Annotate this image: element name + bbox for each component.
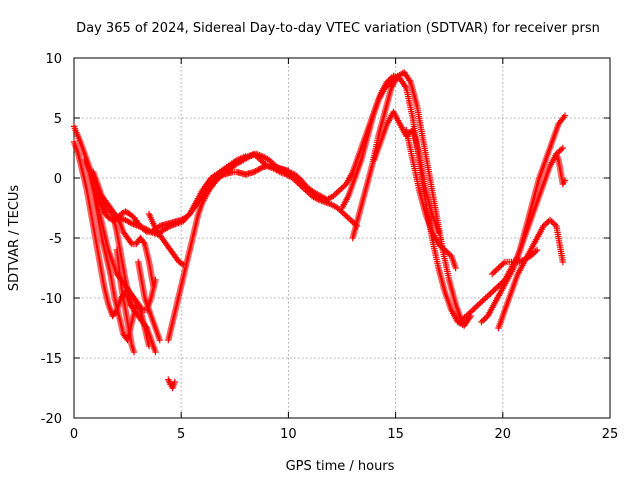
- data-point-markers: [165, 150, 361, 344]
- y-tick-label: 0: [54, 172, 62, 187]
- y-axis-label: SDTVAR / TECUs: [7, 185, 22, 292]
- data-point-markers: [220, 75, 399, 203]
- data-point-markers: [553, 150, 569, 188]
- data-point-markers: [371, 108, 442, 236]
- x-tick-label: 15: [387, 427, 404, 442]
- series-sat-track-v: [553, 150, 569, 188]
- x-tick-label: 0: [70, 427, 78, 442]
- data-point-markers: [135, 258, 163, 344]
- series-sat-track-g: [109, 210, 159, 356]
- data-point-markers: [145, 210, 187, 268]
- series-sat-track-p: [371, 108, 442, 236]
- series-sat-track-s: [478, 112, 569, 326]
- grid: [74, 58, 610, 418]
- x-axis-label: GPS time / hours: [286, 459, 395, 474]
- y-tick-label: -20: [41, 412, 62, 427]
- y-tick-label: 5: [54, 112, 62, 127]
- x-tick-label: 20: [495, 427, 512, 442]
- series-sat-track-t: [495, 216, 567, 332]
- series-sat-track-q: [403, 126, 459, 272]
- axis-tick-labels: 0 5 10 15 20 25 -20 -15 -10 -5 0 5 10: [41, 52, 619, 442]
- series-sat-track-k: [165, 376, 178, 392]
- y-tick-label: -15: [41, 352, 62, 367]
- x-tick-label: 25: [602, 427, 619, 442]
- data-point-markers: [113, 246, 138, 356]
- x-tick-label: 10: [280, 427, 297, 442]
- x-tick-label: 5: [177, 427, 185, 442]
- series-sat-track-i: [135, 258, 163, 344]
- y-tick-label: -5: [49, 232, 62, 247]
- data-point-markers: [403, 126, 459, 272]
- series-sat-track-m: [220, 75, 399, 203]
- data-points: [70, 69, 569, 392]
- y-tick-label: -10: [41, 292, 62, 307]
- axis-ticks: [73, 57, 611, 419]
- data-point-markers: [488, 246, 541, 278]
- data-point-markers: [165, 376, 178, 392]
- chart-title: Day 365 of 2024, Sidereal Day-to-day VTE…: [76, 21, 600, 36]
- series-sat-track-h: [113, 246, 138, 356]
- series-sat-track-j: [145, 210, 187, 268]
- data-point-markers: [109, 210, 159, 356]
- data-point-markers: [478, 112, 569, 326]
- y-tick-label: 10: [45, 52, 62, 67]
- series-sat-track-l: [165, 150, 361, 344]
- data-point-markers: [495, 216, 567, 332]
- series-sat-track-u: [488, 246, 541, 278]
